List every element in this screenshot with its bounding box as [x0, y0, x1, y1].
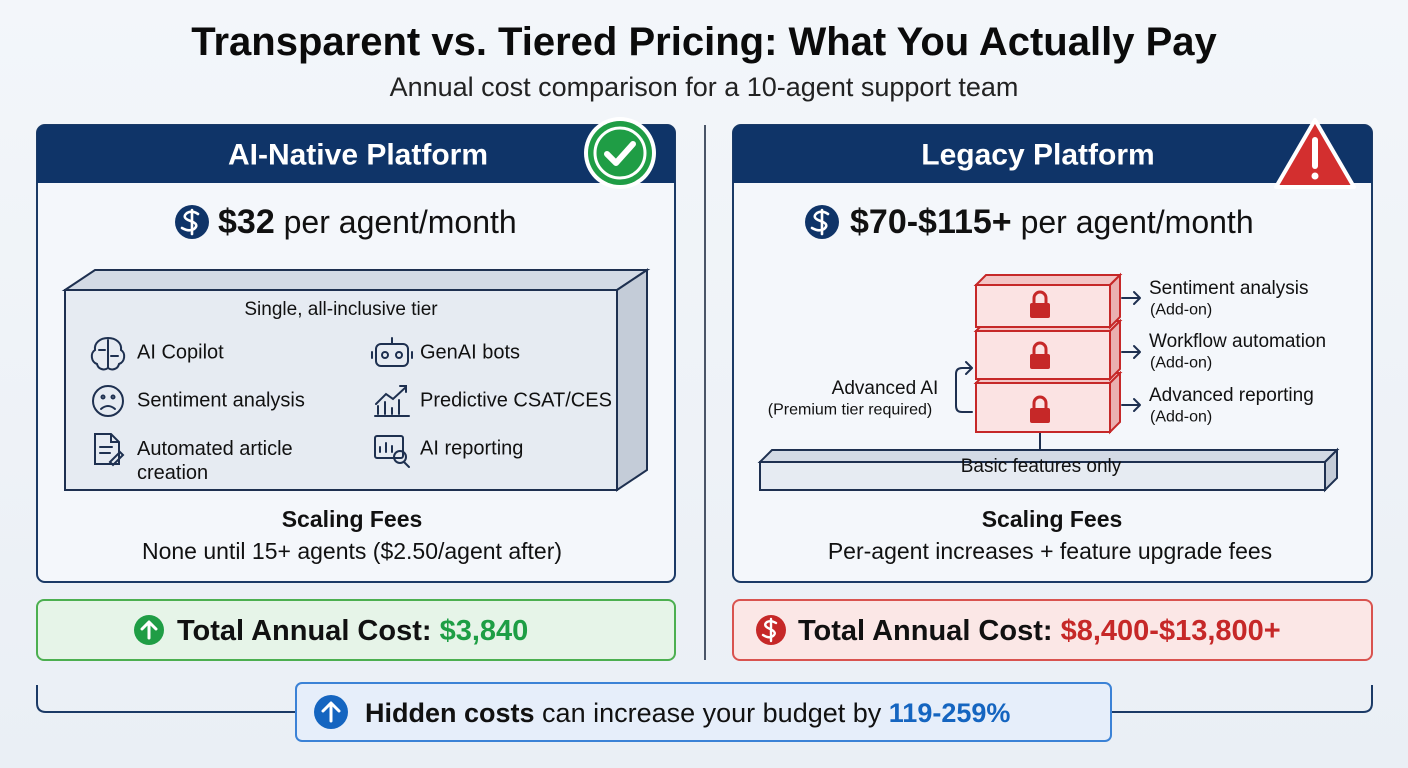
scaling-text: Per-agent increases + feature upgrade fe…	[827, 537, 1273, 564]
feature: AI reporting	[420, 437, 524, 460]
footer-text: can increase your budget by	[542, 697, 882, 728]
price-unit: per agent/month	[283, 204, 517, 241]
scaling-title: Scaling Fees	[981, 505, 1123, 532]
subtitle: Annual cost comparison for a 10-agent su…	[389, 71, 1019, 102]
addon-name: Workflow automation	[1149, 331, 1327, 353]
footer-lead: Hidden costs	[365, 697, 535, 728]
footer-note: Hidden costs can increase your budget by…	[365, 699, 1010, 727]
total-value: $8,400-$13,800+	[1060, 614, 1281, 647]
feature: Predictive CSAT/CES	[420, 389, 612, 412]
panel-title: Legacy Platform	[921, 138, 1155, 172]
total: Total Annual Cost: $3,840	[177, 616, 528, 646]
footer-value: 119-259%	[888, 697, 1011, 728]
price-value: $70-$115+	[850, 203, 1012, 242]
total-label: Total Annual Cost:	[798, 614, 1053, 647]
feature: AI Copilot	[137, 341, 224, 364]
price: $32 per agent/month	[218, 203, 517, 242]
scaling-text: None until 15+ agents ($2.50/agent after…	[141, 537, 563, 564]
feature: Automated article creation	[137, 438, 293, 484]
price-unit: per agent/month	[1020, 204, 1254, 241]
addon-note: (Add-on)	[1150, 301, 1213, 319]
total-label: Total Annual Cost:	[177, 614, 432, 647]
addon-note: (Add-on)	[1150, 408, 1213, 426]
feature: GenAI bots	[420, 341, 521, 364]
advanced-name: Advanced AI	[831, 378, 939, 400]
tier-label: Single, all-inclusive tier	[244, 299, 438, 321]
price: $70-$115+ per agent/month	[850, 203, 1254, 242]
total-value: $3,840	[439, 614, 529, 647]
panel-title: AI-Native Platform	[227, 138, 489, 172]
advanced-note: (Premium tier required)	[767, 401, 933, 419]
scaling-title: Scaling Fees	[281, 505, 423, 532]
title: Transparent vs. Tiered Pricing: What You…	[191, 20, 1217, 64]
addon-note: (Add-on)	[1150, 354, 1213, 372]
addon-name: Advanced reporting	[1149, 385, 1314, 407]
total: Total Annual Cost: $8,400-$13,800+	[798, 616, 1281, 646]
feature: Sentiment analysis	[137, 389, 305, 412]
price-value: $32	[218, 203, 275, 242]
addon-name: Sentiment analysis	[1149, 278, 1309, 300]
base-label: Basic features only	[960, 456, 1122, 478]
